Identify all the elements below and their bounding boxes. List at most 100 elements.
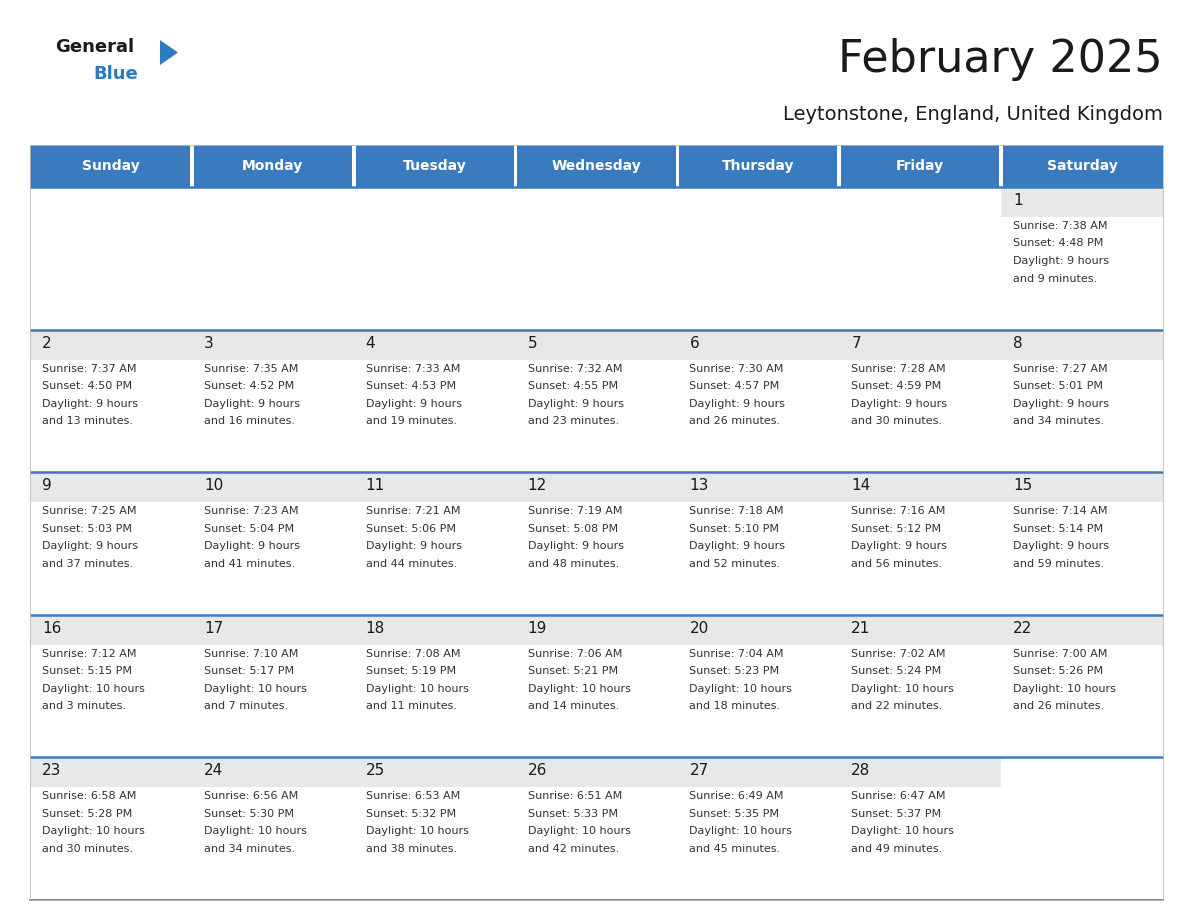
Text: 11: 11 xyxy=(366,478,385,493)
Bar xyxy=(354,757,516,788)
Text: Friday: Friday xyxy=(896,159,944,173)
Text: Daylight: 9 hours: Daylight: 9 hours xyxy=(1013,542,1110,551)
Text: Sunrise: 7:18 AM: Sunrise: 7:18 AM xyxy=(689,506,784,516)
Text: Sunset: 5:01 PM: Sunset: 5:01 PM xyxy=(1013,381,1104,391)
Bar xyxy=(516,615,677,644)
Text: Monday: Monday xyxy=(242,159,303,173)
Text: Sunset: 4:57 PM: Sunset: 4:57 PM xyxy=(689,381,779,391)
Bar xyxy=(1001,187,1163,217)
Text: Sunset: 4:55 PM: Sunset: 4:55 PM xyxy=(527,381,618,391)
Text: Sunset: 5:15 PM: Sunset: 5:15 PM xyxy=(42,666,132,677)
Bar xyxy=(839,472,1001,615)
Bar xyxy=(30,472,191,502)
Text: 25: 25 xyxy=(366,764,385,778)
Bar xyxy=(354,615,516,757)
Text: Sunrise: 7:16 AM: Sunrise: 7:16 AM xyxy=(852,506,946,516)
Bar xyxy=(354,757,516,900)
Bar xyxy=(516,757,677,788)
Text: Sunrise: 7:27 AM: Sunrise: 7:27 AM xyxy=(1013,364,1107,374)
Text: Daylight: 9 hours: Daylight: 9 hours xyxy=(204,542,299,551)
Text: Daylight: 10 hours: Daylight: 10 hours xyxy=(852,826,954,836)
Bar xyxy=(354,615,516,644)
Text: and 48 minutes.: and 48 minutes. xyxy=(527,559,619,568)
Text: Tuesday: Tuesday xyxy=(403,159,467,173)
Text: Daylight: 9 hours: Daylight: 9 hours xyxy=(852,542,947,551)
Bar xyxy=(191,615,354,644)
Text: 1: 1 xyxy=(1013,193,1023,208)
Text: and 23 minutes.: and 23 minutes. xyxy=(527,416,619,426)
Bar xyxy=(191,615,354,757)
Bar xyxy=(677,187,839,330)
Bar xyxy=(516,330,677,360)
Bar xyxy=(839,757,1001,900)
Text: 20: 20 xyxy=(689,621,709,636)
Text: Daylight: 9 hours: Daylight: 9 hours xyxy=(1013,256,1110,266)
Text: Sunset: 5:33 PM: Sunset: 5:33 PM xyxy=(527,809,618,819)
Bar xyxy=(677,757,839,788)
Bar xyxy=(354,330,516,472)
Bar xyxy=(1001,615,1163,644)
Text: 8: 8 xyxy=(1013,336,1023,351)
Bar xyxy=(839,145,1001,187)
Text: Sunrise: 7:28 AM: Sunrise: 7:28 AM xyxy=(852,364,946,374)
Text: Daylight: 9 hours: Daylight: 9 hours xyxy=(852,398,947,409)
Text: Sunday: Sunday xyxy=(82,159,140,173)
Text: Saturday: Saturday xyxy=(1047,159,1118,173)
Bar xyxy=(354,145,516,187)
Text: Daylight: 10 hours: Daylight: 10 hours xyxy=(689,826,792,836)
Text: and 34 minutes.: and 34 minutes. xyxy=(1013,416,1105,426)
Text: 17: 17 xyxy=(204,621,223,636)
Text: and 9 minutes.: and 9 minutes. xyxy=(1013,274,1098,284)
Text: 10: 10 xyxy=(204,478,223,493)
Bar xyxy=(1001,757,1163,900)
Bar xyxy=(839,330,1001,360)
Bar xyxy=(1001,330,1163,472)
Bar xyxy=(516,472,677,615)
Text: Sunset: 5:23 PM: Sunset: 5:23 PM xyxy=(689,666,779,677)
Bar xyxy=(191,472,354,615)
Bar xyxy=(677,330,839,360)
Bar xyxy=(30,615,191,757)
Text: Daylight: 9 hours: Daylight: 9 hours xyxy=(1013,398,1110,409)
Text: Sunrise: 6:53 AM: Sunrise: 6:53 AM xyxy=(366,791,460,801)
Bar xyxy=(677,757,839,900)
Text: and 37 minutes.: and 37 minutes. xyxy=(42,559,133,568)
Text: and 42 minutes.: and 42 minutes. xyxy=(527,844,619,854)
Bar xyxy=(1001,472,1163,502)
Bar xyxy=(516,472,677,502)
Text: Sunrise: 7:06 AM: Sunrise: 7:06 AM xyxy=(527,649,623,659)
Bar xyxy=(513,145,517,187)
Bar xyxy=(677,615,839,644)
Text: and 45 minutes.: and 45 minutes. xyxy=(689,844,781,854)
Text: Daylight: 10 hours: Daylight: 10 hours xyxy=(366,684,468,694)
Text: and 30 minutes.: and 30 minutes. xyxy=(42,844,133,854)
Bar xyxy=(191,187,354,330)
Text: Sunrise: 7:08 AM: Sunrise: 7:08 AM xyxy=(366,649,460,659)
Text: Sunset: 5:21 PM: Sunset: 5:21 PM xyxy=(527,666,618,677)
Text: Sunrise: 6:49 AM: Sunrise: 6:49 AM xyxy=(689,791,784,801)
Bar xyxy=(354,330,516,360)
Bar xyxy=(30,145,191,187)
Bar xyxy=(354,472,516,502)
Bar xyxy=(839,615,1001,644)
Text: Daylight: 9 hours: Daylight: 9 hours xyxy=(689,542,785,551)
Text: Sunrise: 7:32 AM: Sunrise: 7:32 AM xyxy=(527,364,623,374)
Text: 6: 6 xyxy=(689,336,700,351)
Bar xyxy=(1001,187,1163,330)
Text: and 13 minutes.: and 13 minutes. xyxy=(42,416,133,426)
Text: 21: 21 xyxy=(852,621,871,636)
Text: Sunrise: 7:38 AM: Sunrise: 7:38 AM xyxy=(1013,221,1107,231)
Text: 3: 3 xyxy=(204,336,214,351)
Text: Sunrise: 6:51 AM: Sunrise: 6:51 AM xyxy=(527,791,621,801)
Text: 7: 7 xyxy=(852,336,861,351)
Text: General: General xyxy=(55,38,134,56)
Bar xyxy=(839,330,1001,472)
Bar xyxy=(191,757,354,788)
Text: and 56 minutes.: and 56 minutes. xyxy=(852,559,942,568)
Text: Sunset: 4:50 PM: Sunset: 4:50 PM xyxy=(42,381,132,391)
Text: 26: 26 xyxy=(527,764,546,778)
Text: 16: 16 xyxy=(42,621,62,636)
Text: 9: 9 xyxy=(42,478,52,493)
Text: 27: 27 xyxy=(689,764,709,778)
Bar xyxy=(677,615,839,757)
